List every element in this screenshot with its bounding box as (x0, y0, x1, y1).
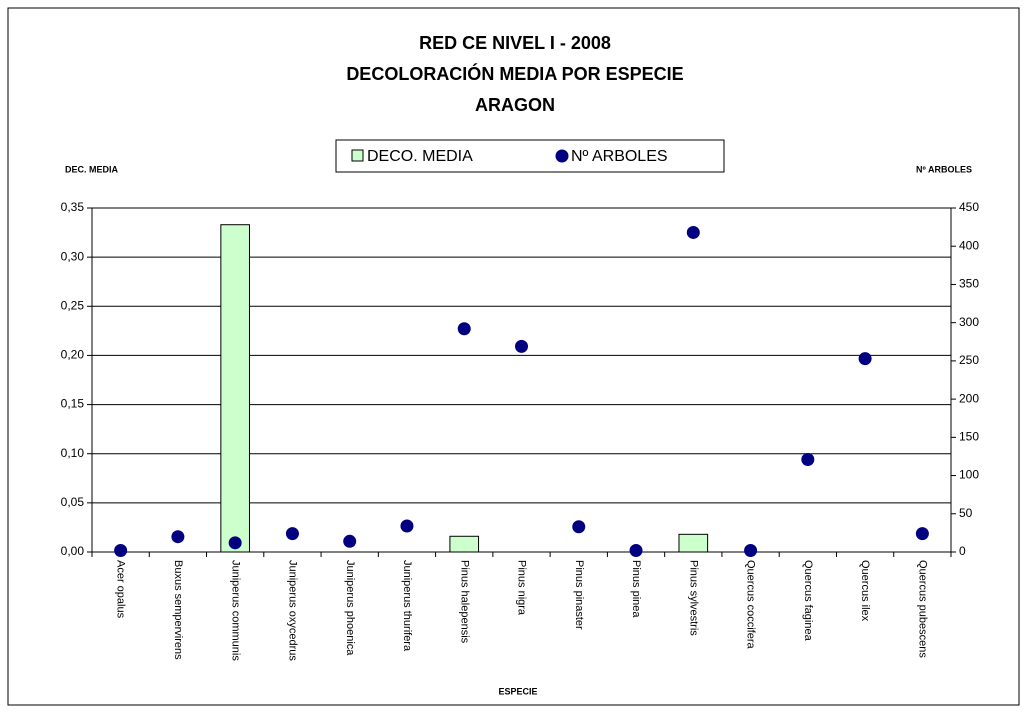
y-tick-label: 0,35 (61, 200, 85, 214)
x-tick-label: Juniperus communis (229, 560, 241, 661)
point (343, 534, 357, 548)
y2-tick-label: 150 (959, 430, 979, 444)
y2-tick-label: 200 (959, 391, 979, 405)
y2-tick-label: 100 (959, 468, 979, 482)
x-tick-label: Pinus pinea (630, 560, 642, 618)
point (171, 530, 185, 544)
y2-tick-label: 0 (959, 544, 966, 558)
legend-label: Nº ARBOLES (571, 148, 668, 165)
legend-swatch (351, 149, 364, 162)
point (629, 543, 643, 557)
x-tick-label: Acer opalus (115, 560, 127, 619)
x-tick-label: Pinus halepensis (458, 560, 470, 644)
y-tick-label: 0,05 (61, 495, 85, 509)
y2-tick-label: 400 (959, 238, 979, 252)
y2-tick-label: 250 (959, 353, 979, 367)
x-tick-label: Quercus ilex (859, 560, 871, 622)
chart-title: RED CE NIVEL I - 2008 (419, 33, 611, 53)
x-tick-label: Juniperus oxycedrus (287, 560, 299, 661)
point (285, 527, 299, 541)
point (858, 352, 872, 366)
chart-frame (7, 7, 1020, 706)
point (400, 519, 414, 533)
point (686, 225, 700, 239)
y2-tick-label: 50 (959, 506, 973, 520)
x-tick-label: Quercus pubescens (916, 560, 928, 658)
x-tick-label: Quercus faginea (802, 560, 814, 642)
y-tick-label: 0,15 (61, 397, 85, 411)
bar (449, 535, 480, 553)
y-tick-label: 0,00 (61, 544, 85, 558)
point (515, 339, 528, 353)
legend-swatch (555, 149, 569, 163)
point (572, 520, 586, 534)
y-tick-label: 0,10 (61, 446, 85, 460)
legend-label: DECO. MEDIA (367, 148, 473, 165)
x-tick-label: Juniperus phoenica (344, 560, 356, 656)
point (915, 527, 929, 541)
bar (678, 533, 709, 553)
y-tick-label: 0,30 (61, 249, 85, 263)
y2-axis-label: Nº ARBOLES (916, 164, 972, 174)
y-tick-label: 0,25 (61, 298, 85, 312)
y-axis-label: DEC. MEDIA (65, 164, 119, 174)
point (228, 536, 242, 550)
y2-tick-label: 450 (959, 200, 979, 214)
chart-title: DECOLORACIÓN MEDIA POR ESPECIE (346, 63, 683, 84)
x-tick-label: Buxus sempervirens (172, 560, 184, 660)
x-axis-label: ESPECIE (498, 686, 537, 696)
point (744, 543, 758, 557)
legend-box (335, 139, 725, 173)
point (114, 543, 128, 557)
x-tick-label: Pinus sylvestris (687, 560, 699, 636)
x-tick-label: Pinus pinaster (573, 560, 585, 630)
y-tick-label: 0,20 (61, 348, 85, 362)
x-tick-label: Quercus coccifera (745, 560, 757, 650)
y2-tick-label: 350 (959, 277, 979, 291)
x-tick-label: Pinus nigra (516, 560, 528, 616)
chart-title: ARAGON (475, 95, 555, 115)
x-tick-label: Juniperus thurifera (401, 560, 413, 652)
point (801, 453, 815, 467)
point (457, 322, 471, 336)
y2-tick-label: 300 (959, 315, 979, 329)
bar (220, 224, 250, 553)
